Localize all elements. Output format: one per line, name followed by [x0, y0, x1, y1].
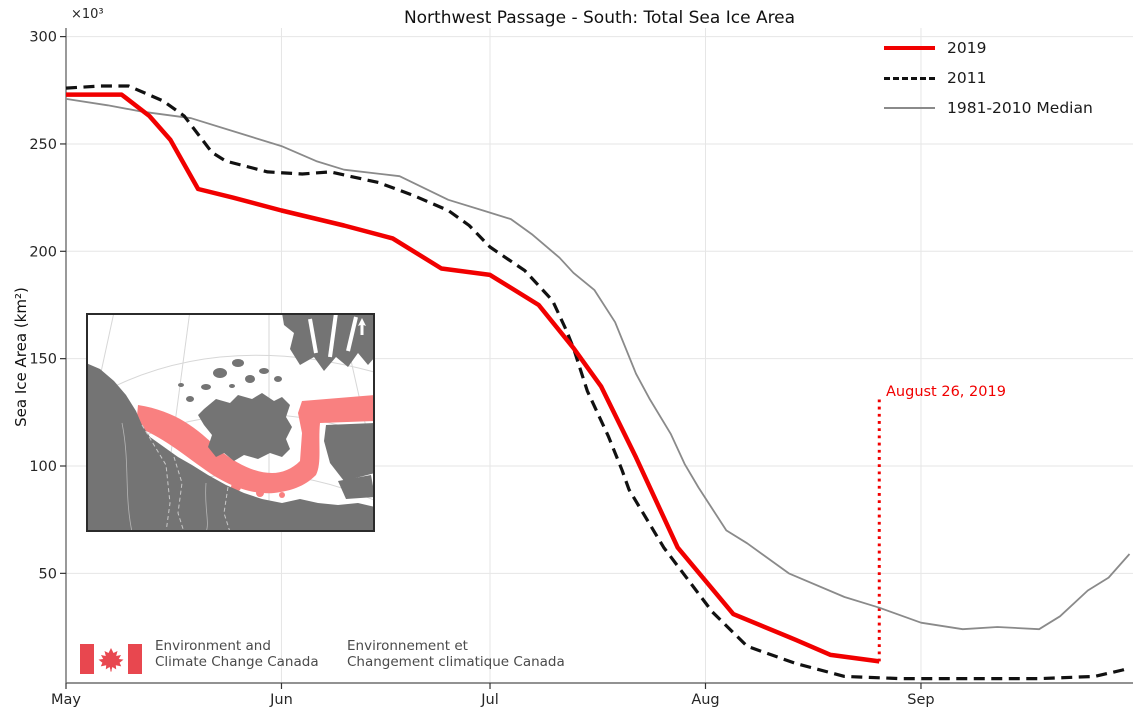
map-route-highlight [136, 395, 375, 498]
inset-map [63, 302, 386, 544]
x-tick-label-may: May [51, 692, 81, 708]
legend-item-median: 1981-2010 Median [884, 93, 1093, 123]
y-tick-label-50: 50 [39, 566, 57, 582]
x-tick-label-sep: Sep [907, 692, 934, 708]
footer-text-french: Environnement et Changement climatique C… [347, 638, 565, 670]
y-axis-offset-text: ×10³ [71, 7, 104, 22]
map-mainland [86, 363, 375, 532]
annotation-date-label: August 26, 2019 [886, 384, 1006, 400]
legend-item-2011: 2011 [884, 63, 1093, 93]
map-border [86, 313, 375, 532]
y-tick-label-200: 200 [29, 244, 57, 260]
x-tick-label-aug: Aug [691, 692, 719, 708]
legend-line-2019-swatch [884, 46, 935, 50]
footer-en-line1: Environment and [155, 638, 271, 654]
legend: 2019 2011 1981-2010 Median [884, 33, 1093, 123]
chart-title: Northwest Passage - South: Total Sea Ice… [403, 8, 796, 28]
y-tick-label-300: 300 [29, 30, 57, 46]
map-north-arrow-icon [358, 318, 366, 335]
x-tick-label-jun: Jun [269, 692, 293, 708]
footer-fr-line1: Environnement et [347, 638, 468, 654]
map-boundaries [141, 424, 231, 533]
series-line-2019 [66, 92, 880, 664]
footer-text-english: Environment and Climate Change Canada [155, 638, 319, 670]
map-channels [308, 312, 358, 358]
inset-map-svg [63, 302, 386, 544]
legend-label-median: 1981-2010 Median [947, 99, 1093, 117]
series-line-1981-2010-median [65, 98, 1131, 631]
legend-label-2011: 2011 [947, 69, 987, 87]
legend-line-2011-swatch [884, 76, 935, 80]
y-axis-label: Sea Ice Area (km²) [12, 287, 30, 427]
canada-flag-icon [80, 644, 142, 674]
y-tick-label-150: 150 [29, 352, 57, 368]
y-tick-label-250: 250 [29, 137, 57, 153]
maple-leaf-icon [98, 648, 124, 672]
map-rivers [121, 422, 208, 533]
series-line-2011 [65, 84, 1130, 681]
legend-item-2019: 2019 [884, 33, 1093, 63]
footer-fr-line2: Changement climatique Canada [347, 654, 565, 670]
y-tick-label-100: 100 [29, 459, 57, 475]
footer-en-line2: Climate Change Canada [155, 654, 319, 670]
x-tick-label-jul: Jul [480, 692, 499, 708]
legend-label-2019: 2019 [947, 39, 987, 57]
legend-line-median-swatch [884, 107, 935, 109]
